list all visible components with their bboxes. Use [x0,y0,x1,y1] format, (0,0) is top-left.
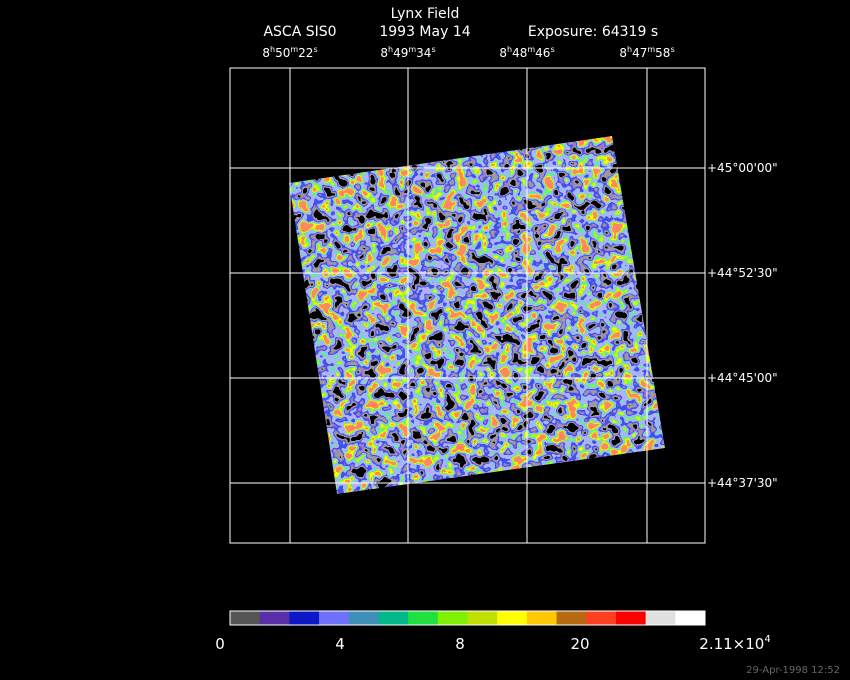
ra-value: 49 [393,46,408,60]
colorbar-swatch [408,611,439,625]
coordinate-grid [229,67,706,544]
colorbar-swatch [497,611,528,625]
ra-unit: s [550,45,554,54]
plot-frame [229,67,706,544]
colorbar-swatch [348,611,379,625]
date: 1993 May 14 [379,24,470,40]
sky-image [289,136,665,494]
dec-label: +44°52'30" [707,266,778,280]
colorbar-swatch [289,611,320,625]
colorbar-swatch [675,611,706,625]
ra-value: 8 [499,46,507,60]
colorbar-label: 0 [215,635,225,653]
colorbar-max-label: 2.11×104 [699,634,770,653]
ra-unit: h [270,45,275,54]
ra-value: 8 [619,46,627,60]
ra-unit: m [408,45,416,54]
colorbar-frame [229,610,706,626]
timestamp: 29-Apr-1998 12:52 [746,665,840,676]
colorbar-swatch [556,611,587,625]
ra-value: 48 [512,46,527,60]
ra-value: 8 [380,46,388,60]
colorbar-label: 8 [455,635,465,653]
instrument: ASCA SIS0 [263,24,336,40]
colorbar-label: 4 [335,635,345,653]
ra-unit: h [627,45,632,54]
colorbar-max-base: 2.11×10 [699,635,764,653]
ra-unit: h [507,45,512,54]
ra-value: 22 [298,46,313,60]
ra-unit: m [290,45,298,54]
ra-label: 8h49m34s [380,45,435,60]
colorbar-swatch [526,611,558,625]
ra-value: 8 [262,46,270,60]
colorbar-swatch [319,611,350,625]
ra-unit: s [670,45,674,54]
colorbar-swatch [586,611,617,625]
ra-label: 8h47m58s [619,45,674,60]
ra-unit: m [527,45,535,54]
colorbar-swatch [230,611,261,625]
ra-label: 8h50m22s [262,45,317,60]
colorbar-max-exponent: 4 [764,634,770,645]
colorbar-swatch [378,611,409,625]
ra-value: 47 [632,46,647,60]
ra-unit: m [647,45,655,54]
colorbar-label: 20 [570,635,589,653]
ra-label: 8h48m46s [499,45,554,60]
dec-label: +44°45'00" [707,371,778,385]
ra-value: 34 [416,46,431,60]
ra-unit: s [431,45,435,54]
colorbar-swatch [615,611,647,625]
dec-label: +45°00'00" [707,161,778,175]
colorbar-swatch [467,611,498,625]
colorbar-swatch [437,611,468,625]
ra-value: 58 [655,46,670,60]
colorbar-swatch [259,611,290,625]
exposure: Exposure: 64319 s [528,24,658,40]
ra-value: 46 [535,46,550,60]
ra-value: 50 [275,46,290,60]
ra-unit: h [388,45,393,54]
ra-unit: s [313,45,317,54]
dec-label: +44°37'30" [707,476,778,490]
title: Lynx Field [391,6,460,22]
colorbar-swatch [645,611,676,625]
